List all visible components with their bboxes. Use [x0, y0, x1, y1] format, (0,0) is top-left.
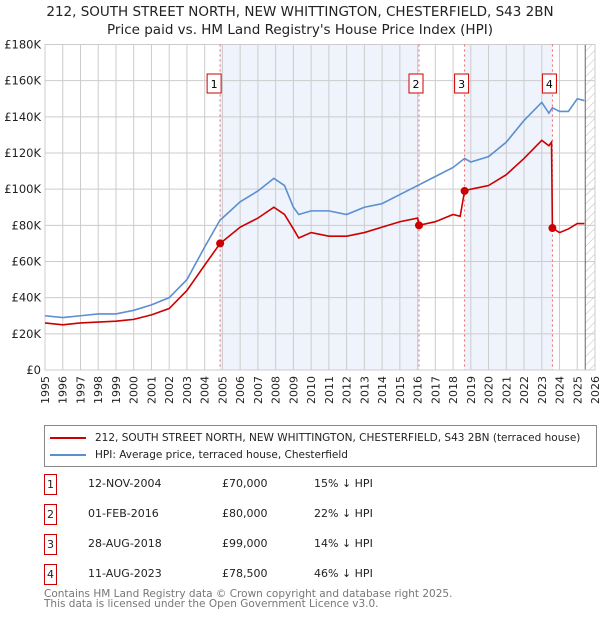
y-tick-label: £120K [4, 146, 41, 160]
sale-point [415, 221, 423, 230]
x-tick-label: 2011 [323, 376, 336, 404]
x-tick-label: 2022 [518, 376, 531, 404]
x-tick-label: 2025 [571, 376, 584, 404]
chart-title: 212, SOUTH STREET NORTH, NEW WHITTINGTON… [46, 4, 554, 20]
sale-price: £80,000 [222, 507, 268, 520]
x-tick-label: 2005 [216, 376, 229, 404]
x-tick-label: 2008 [270, 376, 283, 404]
plot-border [44, 44, 596, 371]
x-tick-label: 2021 [500, 376, 513, 404]
legend: 212, SOUTH STREET NORTH, NEW WHITTINGTON… [44, 425, 597, 467]
x-tick-label: 2000 [128, 376, 141, 404]
sale-date: 12-NOV-2004 [88, 477, 162, 490]
sale-row: 3 28-AUG-2018 £99,000 14% ↓ HPI [44, 534, 444, 555]
x-tick-label: 1996 [57, 376, 70, 404]
x-tick-label: 2023 [536, 376, 549, 404]
series-line [44, 97, 585, 319]
sale-date: 11-AUG-2023 [88, 567, 162, 580]
x-tick-label: 2016 [412, 376, 425, 404]
sale-label-box [408, 73, 424, 94]
sale-price: £99,000 [222, 537, 268, 550]
x-tick-label: 1998 [92, 376, 105, 404]
y-tick-label: £60K [12, 255, 42, 269]
forecast-hatch [585, 44, 595, 370]
sale-number: 3 [44, 534, 57, 555]
series-line [44, 139, 585, 326]
sale-label-box [454, 73, 470, 94]
legend-label: 212, SOUTH STREET NORTH, NEW WHITTINGTON… [95, 432, 581, 444]
x-tick-label: 1999 [110, 376, 123, 404]
x-tick-label: 2018 [447, 376, 460, 404]
y-tick-label: £0 [26, 363, 41, 377]
x-tick-label: 2014 [376, 376, 389, 404]
x-tick-label: 2006 [234, 376, 247, 404]
y-tick-label: £40K [12, 291, 42, 305]
y-tick-label: £140K [4, 110, 41, 124]
sale-date: 28-AUG-2018 [88, 537, 162, 550]
x-tick-label: 2024 [554, 376, 567, 404]
x-tick-label: 2015 [394, 376, 407, 404]
sale-row: 1 12-NOV-2004 £70,000 15% ↓ HPI [44, 474, 444, 495]
sale-point [548, 224, 557, 233]
sale-label-box [541, 73, 557, 94]
sale-label: 1 [211, 78, 218, 91]
x-tick-label: 2012 [341, 376, 354, 404]
sale-price: £70,000 [222, 477, 268, 490]
legend-swatch-red [50, 437, 86, 439]
x-tick-label: 2020 [483, 376, 496, 404]
footer-line: This data is licensed under the Open Gov… [44, 598, 379, 610]
y-tick-label: £80K [12, 218, 42, 232]
legend-label: HPI: Average price, terraced house, Ches… [95, 449, 348, 461]
legend-item-property: 212, SOUTH STREET NORTH, NEW WHITTINGTON… [45, 430, 580, 446]
sale-number: 1 [44, 474, 57, 495]
sale-hpi-diff: 14% ↓ HPI [314, 537, 373, 550]
sale-row: 2 01-FEB-2016 £80,000 22% ↓ HPI [44, 504, 444, 525]
sale-label-box [206, 73, 222, 94]
y-tick-label: £160K [4, 74, 41, 88]
footer-line: Contains HM Land Registry data © Crown c… [44, 588, 453, 600]
sale-hpi-diff: 15% ↓ HPI [314, 477, 373, 490]
x-tick-label: 2007 [252, 376, 265, 404]
y-tick-label: £100K [4, 182, 41, 196]
sale-point [460, 186, 469, 195]
x-tick-label: 2001 [145, 376, 158, 404]
x-tick-label: 2004 [199, 376, 212, 404]
sale-number: 4 [44, 564, 57, 585]
x-tick-label: 2009 [287, 376, 300, 404]
footer: Contains HM Land Registry data © Crown c… [44, 588, 453, 610]
x-tick-label: 2003 [181, 376, 194, 404]
legend-swatch-blue [50, 454, 86, 456]
legend-item-hpi: HPI: Average price, terraced house, Ches… [45, 447, 348, 463]
sale-label: 4 [546, 78, 553, 91]
sale-price: £78,500 [222, 567, 268, 580]
sale-row: 4 11-AUG-2023 £78,500 46% ↓ HPI [44, 564, 444, 585]
x-tick-label: 1995 [39, 376, 52, 404]
x-tick-label: 2019 [465, 376, 478, 404]
x-tick-label: 2013 [358, 376, 371, 404]
sale-label: 3 [458, 78, 465, 91]
x-tick-label: 2002 [163, 376, 176, 404]
sale-number: 2 [44, 504, 57, 525]
sale-point [216, 239, 225, 248]
x-tick-label: 2026 [589, 376, 600, 404]
chart-subtitle: Price paid vs. HM Land Registry's House … [107, 22, 493, 38]
x-tick-label: 2010 [305, 376, 318, 404]
shaded-range [464, 44, 553, 370]
sale-date: 01-FEB-2016 [88, 507, 159, 520]
x-tick-label: 1997 [74, 376, 87, 404]
y-tick-label: £180K [4, 38, 41, 52]
y-tick-label: £20K [12, 327, 42, 341]
shaded-range [220, 44, 419, 370]
sale-hpi-diff: 22% ↓ HPI [314, 507, 373, 520]
x-tick-label: 2017 [429, 376, 442, 404]
plot-area: 1995 1996 1997 1998 1999 2000 2001 2002 2003 2004… [4, 38, 600, 405]
sale-hpi-diff: 46% ↓ HPI [314, 567, 373, 580]
sale-label: 2 [413, 78, 420, 91]
